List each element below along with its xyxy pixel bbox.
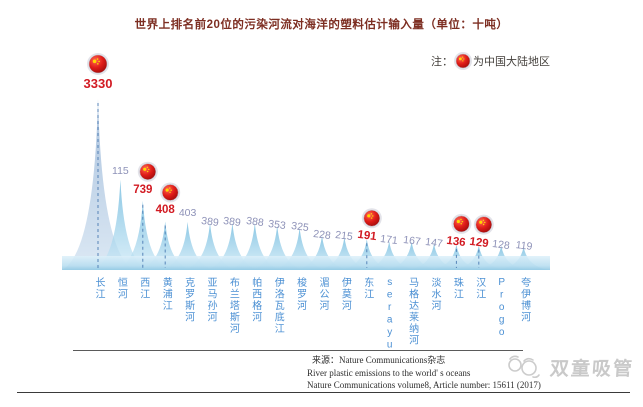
river-name-label: 东江	[361, 277, 373, 300]
river-peak	[295, 235, 349, 270]
river-name-label: 恒河	[115, 277, 127, 300]
baseline-strip	[62, 256, 550, 270]
watermark: 双童吸管	[504, 352, 635, 382]
river-name-label: 布兰塔斯河	[227, 277, 239, 335]
value-label: 3330	[83, 76, 113, 91]
river-peak	[205, 222, 260, 270]
river-name-label: 克罗斯河	[182, 277, 194, 323]
river-name-label: 珠江	[451, 277, 463, 300]
river-name-label: 亚马孙河	[205, 277, 216, 323]
value-label: 147	[424, 235, 444, 250]
china-flag-ball-icon	[160, 182, 181, 203]
river-name-label: 伊莫河	[339, 277, 351, 312]
value-label: 191	[356, 229, 378, 244]
value-label: 215	[334, 228, 354, 243]
river-name-label: 湄公河	[317, 277, 328, 312]
value-label: 129	[468, 235, 490, 250]
legend-note: 注： 为中国大陆地区	[431, 52, 550, 70]
river-name-label: serayu	[384, 277, 396, 352]
china-flag-ball-icon	[473, 214, 494, 235]
river-name-label: 淡水河	[429, 277, 440, 312]
china-flag-ball-icon	[454, 52, 472, 70]
china-flag-ball-icon	[451, 213, 472, 234]
river-name-label: 伊洛瓦底江	[272, 277, 284, 335]
chart-title: 世界上排名前20位的污染河流对海洋的塑料估计输入量（单位：十吨）	[134, 19, 509, 31]
river-name-label: 长江	[93, 277, 104, 300]
watermark-text: 双童吸管	[549, 358, 635, 380]
china-flag-ball-icon	[87, 53, 109, 75]
value-label: 228	[312, 227, 332, 242]
value-label: 389	[222, 214, 242, 229]
river-name-label: 西江	[137, 277, 149, 300]
value-label: 119	[514, 238, 533, 253]
river-peak	[183, 222, 237, 270]
two-children-logo-icon	[508, 355, 540, 379]
value-label: 171	[379, 233, 399, 248]
source-separator-line	[73, 350, 523, 351]
river-name-label: 黄浦江	[160, 277, 172, 312]
source-line-3: Nature Communications volume8, Article n…	[307, 380, 541, 390]
river-peak	[250, 225, 305, 270]
river-peak	[160, 221, 215, 270]
value-label: 325	[290, 219, 310, 234]
river-peak	[317, 236, 372, 270]
china-flag-ball-icon	[137, 161, 158, 182]
river-peak	[93, 179, 148, 270]
river-peak	[362, 241, 417, 270]
river-name-label: 夸伊博河	[518, 277, 530, 323]
value-label: 403	[178, 206, 197, 219]
river-name-label: Progo	[496, 277, 508, 340]
value-label: 115	[112, 164, 129, 177]
river-name-label: 帕西格河	[249, 277, 261, 323]
value-label: 353	[267, 217, 287, 232]
legend-note-suffix: 为中国大陆地区	[473, 56, 550, 68]
river-peak	[272, 227, 327, 270]
river-peak	[62, 99, 134, 270]
value-label: 408	[155, 204, 175, 217]
value-label: 167	[402, 233, 422, 248]
value-label: 388	[245, 214, 265, 229]
source-line-2: River plastic emissions to the world' s …	[307, 367, 471, 378]
river-name-label: 梭罗河	[294, 277, 306, 312]
value-label: 128	[491, 237, 511, 252]
china-flag-ball-icon	[454, 52, 472, 70]
bottom-border-line	[17, 392, 630, 393]
china-flag-ball-icon	[361, 208, 382, 229]
value-label: 389	[200, 214, 220, 229]
river-name-label: 马格达莱纳河	[406, 277, 418, 346]
river-peak	[339, 239, 394, 270]
river-peak	[227, 222, 282, 270]
legend-note-prefix: 注：	[431, 56, 453, 68]
river-peak	[384, 241, 439, 270]
value-label: 136	[446, 234, 467, 250]
river-name-label: 汉江	[473, 277, 485, 300]
value-label: 739	[133, 183, 153, 196]
source-line-1: 来源：Nature Communications杂志	[312, 355, 446, 365]
source-block: 来源：Nature Communications杂志 River plastic…	[307, 354, 541, 392]
